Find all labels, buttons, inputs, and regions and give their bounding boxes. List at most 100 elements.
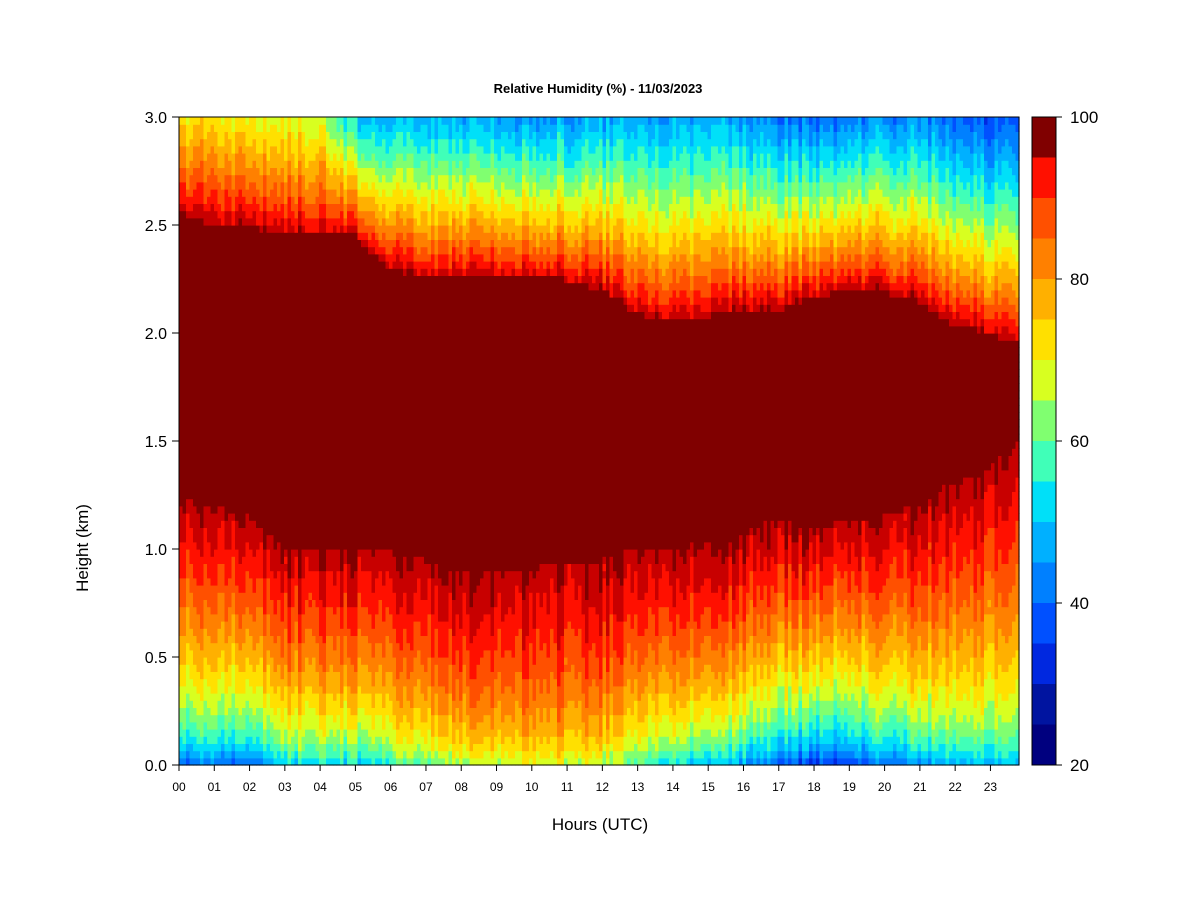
heatmap-cell — [252, 484, 257, 492]
heatmap-cell — [266, 469, 271, 478]
heatmap-cell — [266, 599, 271, 608]
heatmap-cell — [361, 181, 366, 190]
heatmap-cell — [270, 606, 275, 615]
heatmap-cell — [361, 455, 366, 464]
heatmap-cell — [259, 333, 264, 341]
heatmap-cell — [238, 340, 243, 348]
heatmap-cell — [333, 649, 338, 658]
heatmap-cell — [322, 592, 327, 600]
heatmap-cell — [315, 282, 320, 291]
heatmap-cell — [189, 210, 194, 219]
heatmap-cell — [193, 282, 198, 291]
heatmap-cell — [210, 131, 215, 140]
heatmap-cell — [336, 628, 341, 636]
heatmap-cell — [294, 527, 299, 536]
heatmap-cell — [207, 642, 212, 651]
heatmap-cell — [242, 505, 247, 514]
heatmap-cell — [312, 239, 317, 248]
heatmap-cell — [305, 383, 310, 392]
heatmap-cell — [182, 729, 187, 737]
heatmap-cell — [368, 246, 373, 255]
heatmap-cell — [203, 541, 208, 550]
heatmap-cell — [326, 405, 331, 413]
heatmap-cell — [235, 239, 240, 248]
heatmap-cell — [280, 729, 285, 737]
heatmap-cell — [249, 297, 254, 305]
heatmap-cell — [340, 649, 345, 658]
heatmap-cell — [200, 621, 205, 629]
heatmap-cell — [354, 217, 359, 226]
heatmap-cell — [364, 369, 369, 377]
heatmap-cell — [207, 628, 212, 636]
heatmap-cell — [186, 246, 191, 255]
heatmap-cell — [242, 304, 247, 312]
heatmap-cell — [235, 383, 240, 392]
heatmap-cell — [207, 527, 212, 536]
heatmap-cell — [305, 498, 310, 507]
heatmap-cell — [235, 261, 240, 269]
heatmap-cell — [301, 304, 306, 312]
heatmap-cell — [347, 153, 352, 161]
heatmap-cell — [207, 621, 212, 629]
heatmap-cell — [354, 491, 359, 500]
heatmap-cell — [368, 649, 373, 658]
heatmap-cell — [214, 261, 219, 269]
heatmap-cell — [357, 700, 362, 708]
heatmap-cell — [350, 253, 355, 262]
heatmap-cell — [200, 743, 205, 752]
heatmap-cell — [224, 520, 229, 528]
heatmap-cell — [245, 124, 250, 132]
heatmap-cell — [322, 282, 327, 291]
heatmap-cell — [186, 469, 191, 478]
heatmap-cell — [312, 167, 317, 176]
heatmap-cell — [277, 390, 282, 399]
heatmap-cell — [312, 657, 317, 665]
heatmap-cell — [242, 225, 247, 233]
heatmap-cell — [294, 304, 299, 312]
heatmap-cell — [357, 613, 362, 622]
heatmap-cell — [256, 541, 261, 550]
heatmap-cell — [235, 153, 240, 161]
heatmap-cell — [333, 174, 338, 183]
heatmap-cell — [252, 203, 257, 212]
heatmap-cell — [242, 397, 247, 406]
heatmap-cell — [357, 369, 362, 377]
heatmap-cell — [210, 297, 215, 305]
heatmap-cell — [294, 505, 299, 514]
heatmap-cell — [301, 232, 306, 240]
heatmap-cell — [228, 469, 233, 478]
heatmap-cell — [326, 570, 331, 579]
heatmap-cell — [301, 520, 306, 528]
heatmap-cell — [326, 505, 331, 514]
heatmap-cell — [273, 376, 278, 384]
heatmap-cell — [336, 455, 341, 464]
heatmap-cell — [312, 174, 317, 183]
heatmap-cell — [221, 462, 226, 471]
heatmap-cell — [256, 225, 261, 233]
heatmap-cell — [312, 491, 317, 500]
heatmap-cell — [361, 369, 366, 377]
heatmap-cell — [354, 462, 359, 471]
heatmap-cell — [284, 592, 289, 600]
heatmap-cell — [207, 750, 212, 759]
heatmap-cell — [235, 556, 240, 564]
heatmap-cell — [238, 426, 243, 435]
heatmap-cell — [333, 225, 338, 233]
heatmap-cell — [312, 678, 317, 687]
heatmap-cell — [217, 534, 222, 543]
heatmap-cell — [305, 239, 310, 248]
heatmap-cell — [179, 520, 184, 528]
heatmap-cell — [340, 304, 345, 312]
heatmap-cell — [368, 678, 373, 687]
heatmap-cell — [259, 649, 264, 658]
heatmap-cell — [298, 685, 303, 694]
heatmap-cell — [333, 297, 338, 305]
heatmap-cell — [308, 606, 313, 615]
heatmap-cell — [238, 477, 243, 485]
heatmap-cell — [287, 217, 292, 226]
heatmap-cell — [305, 354, 310, 363]
heatmap-cell — [357, 340, 362, 348]
heatmap-cell — [347, 585, 352, 593]
heatmap-cell — [329, 556, 334, 564]
heatmap-cell — [235, 484, 240, 492]
